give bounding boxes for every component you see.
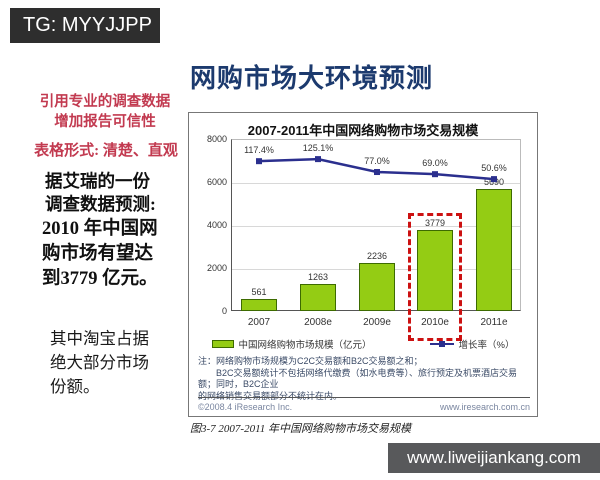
gridline — [232, 183, 520, 184]
bar-value-label: 3779 — [424, 218, 446, 228]
watermark-tag-text: TG: MYYJJPP — [23, 14, 152, 36]
gridline — [232, 226, 520, 227]
legend-item-bars: 中国网络购物市场规模（亿元） — [211, 337, 372, 351]
bar-2010e — [417, 230, 453, 311]
annotation-taobao: 其中淘宝占据 绝大部分市场 份额。 — [50, 327, 149, 399]
line-marker — [374, 169, 380, 176]
footnote-line: B2C交易额统计不包括网络代缴费（如水电费等）、旅行预定及机票酒店交易额；同时，… — [198, 367, 518, 390]
y-axis-tick-label: 4000 — [206, 220, 227, 230]
y-axis-tick-label: 0 — [221, 306, 227, 316]
bar-value-label: 561 — [251, 287, 267, 297]
chart: 2007-2011年中国网络购物市场交易规模 0 2000 4000 6000 8000… — [188, 112, 538, 417]
x-axis-tick-label: 2007 — [247, 317, 271, 328]
chart-copyright: ©2008.4 iResearch Inc. — [198, 402, 293, 412]
legend-label: 中国网络购物市场规模（亿元） — [238, 340, 372, 351]
line-value-label: 117.4% — [244, 145, 274, 156]
annotation-line: 2010 年中国网 — [42, 219, 158, 239]
bar-2009e — [359, 263, 395, 311]
annotation-line: 其中淘宝占据 — [50, 329, 149, 348]
annotation-line: 到3779 亿元。 — [42, 269, 158, 289]
bar-value-label: 2236 — [366, 251, 388, 261]
x-axis-tick-label: 2009e — [363, 317, 391, 328]
bar-2011e — [476, 189, 512, 311]
figure-caption: 图3-7 2007-2011 年中国网络购物市场交易规模 — [190, 423, 412, 435]
line-marker — [256, 158, 262, 165]
annotation-survey-body: 2010 年中国网 购市场有望达 到3779 亿元。 — [42, 217, 158, 292]
x-axis-tick-label: 2011e — [480, 317, 508, 328]
legend-item-line: 增长率（%） — [429, 337, 515, 351]
bar-value-label: 1263 — [307, 272, 329, 282]
line-value-label: 77.0% — [364, 156, 390, 167]
line-value-label: 69.0% — [422, 158, 448, 169]
footnote-line: 注：网络购物市场规模为C2C交易额和B2C交易额之和； — [198, 356, 423, 366]
footnote-line: 的网络销售交易额部分不统计在内。 — [198, 390, 343, 401]
footer-watermark: www.liweijiankang.com — [388, 443, 600, 473]
x-axis-tick-label: 2010e — [421, 317, 449, 328]
chart-legend: 中国网络购物市场规模（亿元） 增长率（%） — [189, 337, 537, 351]
annotation-line: 绝大部分市场 — [50, 353, 149, 372]
annotation-line: 份额。 — [50, 377, 100, 396]
y-axis-tick-label: 6000 — [206, 177, 227, 187]
growth-rate-line — [256, 156, 497, 183]
footer-url: www.liweijiankang.com — [407, 448, 581, 467]
legend-label: 增长率（%） — [458, 340, 515, 351]
chart-source-url: www.iresearch.com.cn — [439, 402, 530, 412]
annotation-line: 引用专业的调查数据 — [39, 94, 171, 110]
chart-title: 2007-2011年中国网络购物市场交易规模 — [247, 123, 479, 138]
annotation-survey-intro: 据艾瑞的一份 调查数据预测: — [45, 170, 156, 216]
watermark-tag: TG: MYYJJPP — [10, 8, 160, 43]
page-title: 网购市场大环境预测 — [190, 64, 434, 93]
bar-2007 — [241, 299, 277, 311]
line-value-label: 125.1% — [302, 143, 334, 154]
line-marker — [491, 176, 497, 183]
line-marker — [315, 156, 321, 163]
chart-footnotes: 注：网络购物市场规模为C2C交易额和B2C交易额之和； B2C交易额统计不包括网… — [198, 356, 532, 402]
line-marker — [432, 171, 438, 178]
chart-copyright-row: ©2008.4 iResearch Inc. www.iresearch.com… — [198, 397, 530, 412]
annotation-line: 调查数据预测: — [45, 194, 156, 214]
annotation-red-intro: 引用专业的调查数据 增加报告可信性 — [22, 92, 188, 132]
annotation-line: 购市场有望达 — [42, 244, 154, 264]
x-axis-tick-label: 2008e — [304, 317, 332, 328]
forecast-highlight-box — [408, 213, 462, 341]
annotation-red-format: 表格形式: 清楚、直观 — [34, 143, 178, 159]
y-axis-tick-label: 2000 — [206, 263, 227, 273]
y-axis-tick-label: 8000 — [206, 134, 227, 144]
bar-2008e — [300, 284, 336, 311]
line-value-label: 50.6% — [481, 163, 507, 174]
annotation-line: 增加报告可信性 — [54, 114, 156, 130]
line-series-marker-icon — [429, 341, 454, 347]
annotation-line: 据艾瑞的一份 — [45, 171, 150, 191]
bar-series-swatch-icon — [211, 340, 234, 348]
